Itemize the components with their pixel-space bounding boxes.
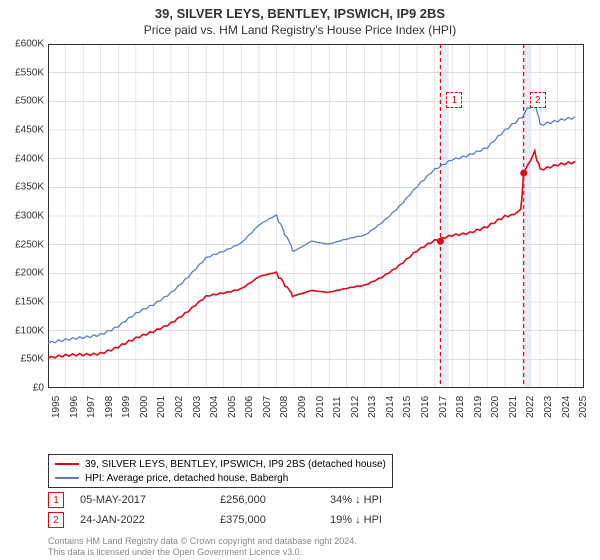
annotation-price: £375,000 [220, 514, 330, 526]
x-tick-label: 1998 [104, 396, 115, 418]
chart-area: £0£50K£100K£150K£200K£250K£300K£350K£400… [48, 44, 584, 414]
x-tick-label: 2016 [420, 396, 431, 418]
footer-line: This data is licensed under the Open Gov… [48, 547, 357, 558]
annotation-price: £256,000 [220, 494, 330, 506]
y-axis-labels: £0£50K£100K£150K£200K£250K£300K£350K£400… [2, 44, 46, 388]
x-tick-label: 2023 [543, 396, 554, 418]
chart-title-address: 39, SILVER LEYS, BENTLEY, IPSWICH, IP9 2… [0, 0, 600, 21]
x-tick-label: 1995 [51, 396, 62, 418]
legend-box: 39, SILVER LEYS, BENTLEY, IPSWICH, IP9 2… [48, 454, 393, 488]
chart-container: 39, SILVER LEYS, BENTLEY, IPSWICH, IP9 2… [0, 0, 600, 560]
x-axis-labels: 1995 1996 1997 1998 1999 2000 2001 2002 2003 2004… [48, 390, 584, 430]
legend-row: HPI: Average price, detached house, Babe… [55, 471, 386, 485]
legend-row: 39, SILVER LEYS, BENTLEY, IPSWICH, IP9 2… [55, 457, 386, 471]
x-tick-label: 2009 [297, 396, 308, 418]
x-tick-label: 2017 [438, 396, 449, 418]
annotation-date: 24-JAN-2022 [80, 514, 220, 526]
x-tick-label: 2011 [332, 396, 343, 418]
x-tick-label: 1997 [86, 396, 97, 418]
x-tick-label: 2018 [455, 396, 466, 418]
y-tick-label: £100K [2, 325, 44, 336]
y-tick-label: £550K [2, 67, 44, 78]
annotation-marker-icon: 2 [48, 512, 64, 528]
y-tick-label: £450K [2, 125, 44, 136]
x-tick-label: 2024 [561, 396, 572, 418]
annotation-date: 05-MAY-2017 [80, 494, 220, 506]
x-tick-label: 2019 [473, 396, 484, 418]
chart-title-sub: Price paid vs. HM Land Registry's House … [0, 21, 600, 37]
y-tick-label: £500K [2, 96, 44, 107]
x-tick-label: 2014 [385, 396, 396, 418]
footer-attribution: Contains HM Land Registry data © Crown c… [48, 536, 357, 558]
x-tick-label: 2002 [174, 396, 185, 418]
x-tick-label: 2020 [490, 396, 501, 418]
y-tick-label: £350K [2, 182, 44, 193]
y-tick-label: £150K [2, 297, 44, 308]
annotation-marker-icon: 1 [48, 492, 64, 508]
chart-marker-label: 1 [446, 92, 462, 108]
x-tick-label: 2001 [156, 396, 167, 418]
x-tick-label: 2007 [262, 396, 273, 418]
y-tick-label: £0 [2, 383, 44, 394]
legend-label: HPI: Average price, detached house, Babe… [85, 473, 288, 484]
legend-label: 39, SILVER LEYS, BENTLEY, IPSWICH, IP9 2… [85, 459, 386, 470]
annotation-row: 1 05-MAY-2017£256,00034% ↓ HPI [48, 492, 382, 508]
annotation-delta: 34% ↓ HPI [330, 494, 382, 506]
x-tick-label: 1999 [121, 396, 132, 418]
x-tick-label: 2005 [227, 396, 238, 418]
legend-swatch [55, 463, 79, 465]
y-tick-label: £250K [2, 239, 44, 250]
footer-line: Contains HM Land Registry data © Crown c… [48, 536, 357, 547]
x-tick-label: 1996 [69, 396, 80, 418]
annotation-delta: 19% ↓ HPI [330, 514, 382, 526]
annotation-row: 2 24-JAN-2022£375,00019% ↓ HPI [48, 512, 382, 528]
x-tick-label: 2015 [402, 396, 413, 418]
x-tick-label: 2006 [244, 396, 255, 418]
x-tick-label: 2003 [192, 396, 203, 418]
x-tick-label: 2021 [508, 396, 519, 418]
x-tick-label: 2010 [315, 396, 326, 418]
line-chart [48, 44, 584, 388]
x-tick-label: 2004 [209, 396, 220, 418]
y-tick-label: £200K [2, 268, 44, 279]
y-tick-label: £600K [2, 39, 44, 50]
x-tick-label: 2013 [367, 396, 378, 418]
chart-marker-label: 2 [530, 92, 546, 108]
y-tick-label: £400K [2, 153, 44, 164]
x-tick-label: 2000 [139, 396, 150, 418]
x-tick-label: 2022 [525, 396, 536, 418]
y-tick-label: £50K [2, 354, 44, 365]
x-tick-label: 2008 [279, 396, 290, 418]
legend-swatch [55, 477, 79, 479]
x-tick-label: 2012 [350, 396, 361, 418]
y-tick-label: £300K [2, 211, 44, 222]
x-tick-label: 2025 [578, 396, 589, 418]
